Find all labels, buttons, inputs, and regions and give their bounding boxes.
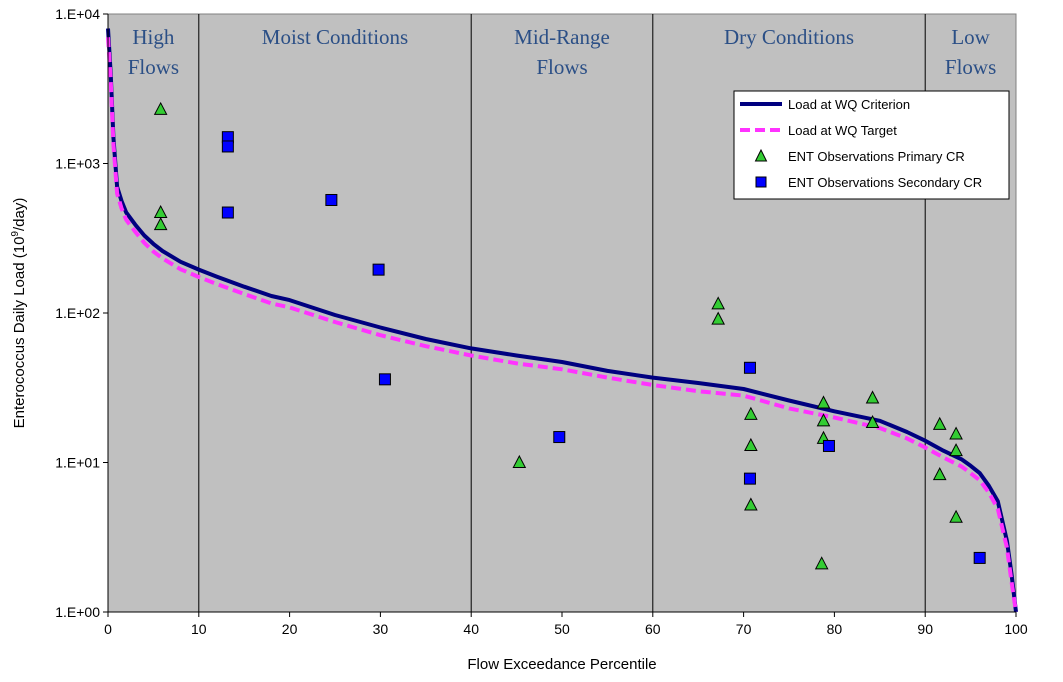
zone-label-3-0: Dry Conditions — [724, 25, 854, 49]
legend-label-1: Load at WQ Target — [788, 123, 897, 138]
legend: Load at WQ Criterion Load at WQ Target ENT… — [733, 90, 1010, 200]
x-ticks: 0 10 20 30 40 50 60 70 80 90 100 — [104, 612, 1028, 637]
y-axis-title: Enterococcus Daily Load (109/day) — [10, 198, 28, 429]
primary-cr-point — [932, 416, 947, 430]
zone-label-1-0: Moist Conditions — [262, 25, 408, 49]
y-axis-title-main: Enterococcus Daily Load (10 — [11, 237, 28, 429]
y-tick-label: 1.E+04 — [55, 6, 100, 22]
primary-cr-point — [814, 556, 829, 570]
primary-cr-point — [816, 413, 831, 427]
primary-cr-point — [949, 509, 963, 523]
x-tick-label: 60 — [645, 621, 661, 637]
secondary-cr-point — [743, 472, 756, 485]
secondary-cr-point — [325, 193, 338, 206]
y-axis-title-tail: /day) — [11, 198, 28, 231]
x-tick-label: 10 — [191, 621, 207, 637]
zone-dividers — [198, 14, 926, 612]
x-tick-label: 90 — [917, 621, 933, 637]
x-axis-title: Flow Exceedance Percentile — [467, 656, 656, 673]
zone-labels: High Flows Moist Conditions Mid-Range Flows D… — [128, 25, 997, 79]
primary-cr-point — [153, 217, 168, 231]
primary-cr-point — [744, 497, 758, 511]
secondary-cr-point — [973, 551, 986, 564]
x-tick-label: 20 — [282, 621, 298, 637]
primary-cr-point — [816, 395, 831, 409]
primary-cr-point — [744, 437, 758, 451]
primary-cr-point — [949, 443, 963, 457]
x-tick-label: 40 — [463, 621, 479, 637]
y-tick-label: 1.E+01 — [55, 455, 100, 471]
primary-cr-point — [949, 426, 963, 440]
y-tick-label: 1.E+00 — [55, 604, 100, 620]
zone-label-2-0: Mid-Range — [514, 25, 610, 49]
y-tick-label: 1.E+02 — [55, 305, 100, 321]
legend-label-3: ENT Observations Secondary CR — [788, 175, 982, 190]
legend-box — [733, 90, 1010, 200]
legend-swatch-3 — [755, 176, 767, 188]
x-tick-label: 30 — [373, 621, 389, 637]
secondary-cr-point — [553, 431, 566, 444]
primary-cr-point — [865, 390, 880, 404]
legend-swatch-2 — [754, 148, 768, 162]
primary-cr-point — [932, 467, 947, 481]
zone-label-0-1: Flows — [128, 55, 179, 79]
zone-label-4-1: Flows — [945, 55, 996, 79]
secondary-cr-point — [372, 263, 385, 276]
secondary-cr-point — [221, 206, 234, 219]
series-line-1 — [106, 37, 1018, 613]
secondary-cr-point — [378, 373, 391, 386]
secondary-cr-point — [743, 361, 756, 374]
primary-cr-point — [865, 414, 880, 429]
series-line-0 — [106, 28, 1018, 613]
y-ticks: 1.E+00 1.E+01 1.E+02 1.E+03 1.E+04 — [55, 6, 108, 620]
primary-cr-point — [711, 296, 726, 310]
zone-label-2-1: Flows — [536, 55, 587, 79]
x-tick-label: 70 — [736, 621, 752, 637]
secondary-cr-point — [822, 439, 835, 452]
y-axis-title-superscript: 9 — [10, 231, 21, 237]
y-tick-label: 1.E+03 — [55, 156, 100, 172]
secondary-cr-point — [221, 140, 234, 153]
primary-cr-point — [153, 101, 168, 115]
primary-cr-point — [744, 406, 758, 420]
legend-label-0: Load at WQ Criterion — [788, 97, 910, 112]
zone-label-0-0: High — [132, 25, 175, 49]
zone-label-4-0: Low — [951, 25, 990, 49]
primary-cr-point — [711, 311, 726, 325]
x-tick-label: 50 — [554, 621, 570, 637]
x-tick-label: 80 — [827, 621, 843, 637]
x-tick-label: 0 — [104, 621, 112, 637]
x-tick-label: 100 — [1004, 621, 1028, 637]
observation-markers — [153, 101, 986, 570]
series-lines — [106, 28, 1018, 613]
primary-cr-point — [512, 454, 527, 468]
legend-label-2: ENT Observations Primary CR — [788, 149, 965, 164]
